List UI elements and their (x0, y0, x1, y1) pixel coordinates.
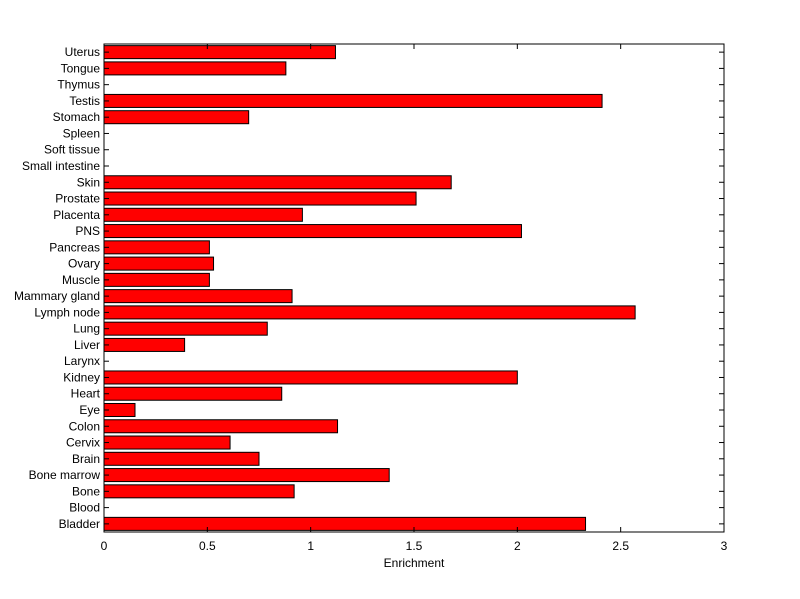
bars-layer (103, 45, 636, 531)
y-tick-label-spleen: Spleen (63, 126, 100, 140)
y-tick-label-uterus: Uterus (65, 45, 100, 59)
y-tick-label-prostate: Prostate (55, 192, 100, 206)
bar-prostate (103, 191, 417, 206)
bar-mammary-gland (103, 289, 293, 304)
x-tick-label-2: 1 (307, 539, 314, 553)
x-tick-labels: 0 0.5 1 1.5 2 2.5 3 (101, 539, 728, 553)
bar-bone-marrow (103, 468, 390, 483)
y-tick-label-ovary: Ovary (68, 257, 100, 271)
y-tick-label-larynx: Larynx (64, 354, 100, 368)
bar-placenta (103, 207, 303, 222)
bar-bone (103, 484, 295, 499)
y-tick-label-blood: Blood (69, 501, 100, 515)
x-tick-label-0: 0 (101, 539, 108, 553)
bar-colon (103, 419, 339, 434)
bar-stomach (103, 110, 250, 125)
y-tick-label-pns: PNS (75, 224, 100, 238)
x-axis-title: Enrichment (384, 556, 445, 570)
y-tick-label-bone: Bone (72, 484, 100, 498)
x-tick-label-4: 2 (514, 539, 521, 553)
ticks-layer (103, 44, 725, 532)
bar-liver (103, 337, 186, 352)
y-tick-label-brain: Brain (72, 452, 100, 466)
bar-tongue (103, 61, 287, 76)
y-tick-label-lung: Lung (73, 322, 100, 336)
bar-pns (103, 224, 522, 239)
bar-uterus (103, 45, 336, 60)
y-tick-label-mammary-gland: Mammary gland (14, 289, 100, 303)
bar-muscle (103, 272, 210, 287)
plot-frame (103, 43, 725, 533)
y-tick-label-placenta: Placenta (53, 208, 100, 222)
y-tick-label-bone-marrow: Bone marrow (29, 468, 101, 482)
y-tick-label-muscle: Muscle (62, 273, 100, 287)
y-tick-label-eye: Eye (79, 403, 100, 417)
y-tick-label-bladder: Bladder (59, 517, 100, 531)
x-tick-label-5: 2.5 (612, 539, 629, 553)
bar-cervix (103, 435, 231, 450)
y-tick-label-soft-tissue: Soft tissue (44, 143, 100, 157)
x-tick-label-6: 3 (721, 539, 728, 553)
bar-skin (103, 175, 452, 190)
y-tick-label-pancreas: Pancreas (49, 240, 100, 254)
y-tick-label-heart: Heart (71, 387, 101, 401)
bar-lymph-node (103, 305, 636, 320)
bar-lung (103, 321, 268, 336)
y-tick-label-testis: Testis (69, 94, 100, 108)
y-tick-label-stomach: Stomach (53, 110, 100, 124)
y-tick-label-kidney: Kidney (63, 370, 100, 384)
bar-testis (103, 93, 603, 108)
y-tick-label-skin: Skin (77, 175, 100, 189)
x-tick-label-3: 1.5 (406, 539, 423, 553)
bar-bladder (103, 516, 587, 531)
y-tick-label-cervix: Cervix (66, 436, 100, 450)
bar-ovary (103, 256, 215, 271)
bar-heart (103, 386, 283, 401)
y-tick-label-tongue: Tongue (61, 61, 101, 75)
y-tick-label-colon: Colon (69, 419, 100, 433)
bar-kidney (103, 370, 518, 385)
y-tick-label-thymus: Thymus (57, 78, 100, 92)
y-tick-label-small-intestine: Small intestine (22, 159, 100, 173)
bar-brain (103, 451, 260, 466)
y-tick-label-lymph-node: Lymph node (34, 305, 100, 319)
x-tick-label-1: 0.5 (199, 539, 216, 553)
y-tick-labels: Bladder Blood Bone Bone marrow Brain Cervix Co… (14, 45, 101, 531)
bar-pancreas (103, 240, 210, 255)
y-tick-label-liver: Liver (74, 338, 100, 352)
